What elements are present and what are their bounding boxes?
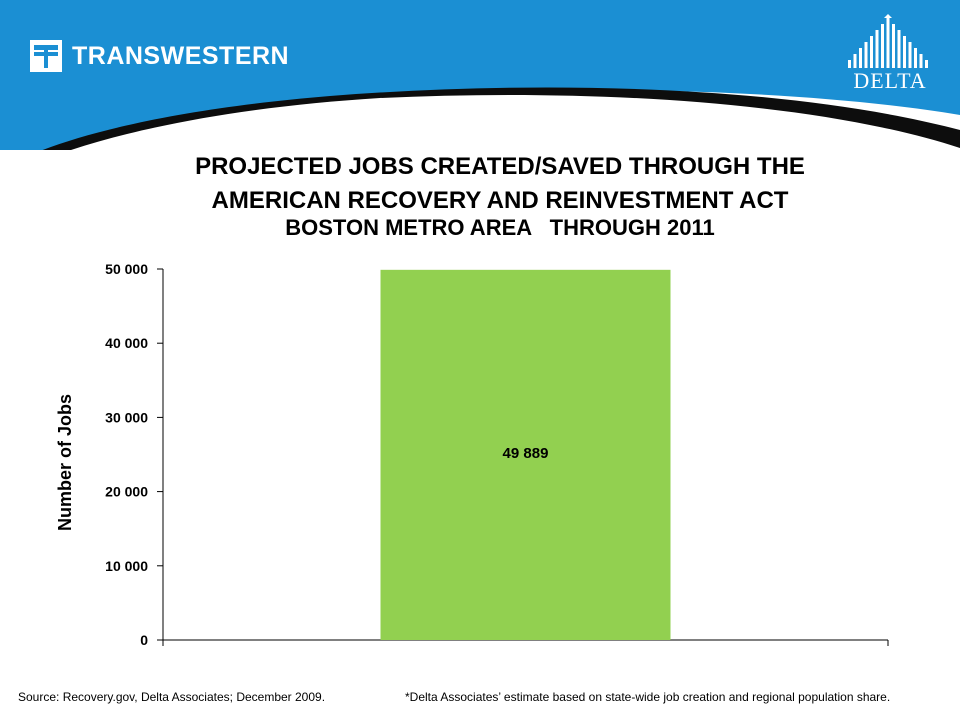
chart-title-line-1: PROJECTED JOBS CREATED/SAVED THROUGH THE [195,153,805,180]
delta-brand-text: DELTA [853,68,927,93]
y-tick-label: 10 000 [105,558,148,574]
transwestern-logo: TRANSWESTERN [30,40,289,72]
y-axis-label: Number of Jobs [55,394,75,531]
y-tick-label: 0 [140,632,148,648]
header-banner [0,0,960,150]
bar [380,269,671,640]
chart-title-line-2: AMERICAN RECOVERY AND REINVESTMENT ACT [211,187,789,214]
y-tick-label: 20 000 [105,484,148,500]
delta-building-logo-icon [848,14,928,68]
source-footnote: Source: Recovery.gov, Delta Associates; … [18,690,326,704]
y-tick-label: 50 000 [105,261,148,277]
y-tick-label: 40 000 [105,335,148,351]
banner-swoosh [42,87,960,150]
transwestern-t-logo-icon [30,40,62,72]
chart-title-line-3: BOSTON METRO AREA THROUGH 2011 [285,215,715,240]
transwestern-brand-text: TRANSWESTERN [72,41,290,70]
estimate-footnote: *Delta Associates’ estimate based on sta… [405,690,891,704]
banner-background [0,0,960,150]
y-tick-label: 30 000 [105,409,148,425]
bar-data-label: 49 889 [503,445,549,462]
